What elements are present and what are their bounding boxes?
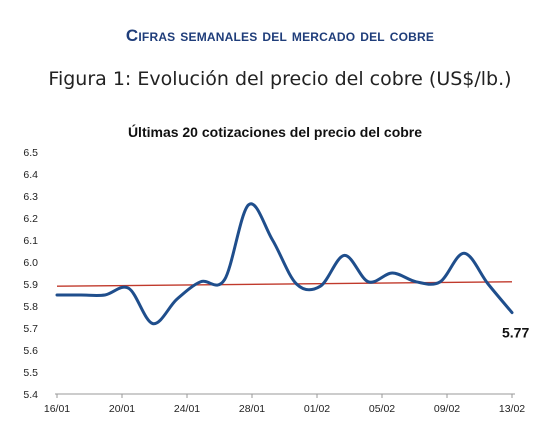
- x-tick-label: 05/02: [369, 403, 395, 415]
- trendline: [56, 281, 513, 287]
- y-tick-label: 6.5: [23, 147, 38, 159]
- price-series-line: [55, 202, 514, 326]
- y-tick-label: 6.4: [23, 169, 38, 181]
- x-tick-label: 01/02: [304, 403, 330, 415]
- y-tick-label: 5.7: [23, 323, 38, 335]
- figure-caption: Figura 1: Evolución del precio del cobre…: [48, 68, 512, 90]
- series-group: [55, 202, 514, 326]
- y-tick-label: 6.2: [23, 213, 38, 225]
- y-tick-label: 5.8: [23, 301, 38, 313]
- annotations: 5.77: [502, 325, 529, 341]
- chart-title: Últimas 20 cotizaciones del precio del c…: [128, 123, 422, 140]
- copper-price-chart: Últimas 20 cotizaciones del precio del c…: [23, 123, 529, 415]
- x-tick-label: 09/02: [434, 403, 460, 415]
- y-tick-label: 6.0: [23, 257, 38, 269]
- x-tick-label: 28/01: [239, 403, 265, 415]
- y-tick-label: 6.1: [23, 235, 38, 247]
- y-tick-label: 6.3: [23, 191, 38, 203]
- y-tick-label: 5.6: [23, 345, 38, 357]
- x-tick-label: 20/01: [109, 403, 135, 415]
- x-tick-label: 13/02: [499, 403, 525, 415]
- y-axis: 5.4 5.5 5.6 5.7 5.8 5.9 6.0 6.1 6.2 6.3 6.4 6.5: [23, 147, 38, 401]
- x-tick-label: 16/01: [44, 403, 70, 415]
- last-value-label: 5.77: [502, 325, 529, 341]
- x-tick-label: 24/01: [174, 403, 200, 415]
- y-tick-label: 5.5: [23, 367, 38, 379]
- x-axis: 16/01 20/01 24/01 28/01 01/02 05/02 09/02 13/02: [44, 394, 525, 415]
- document-heading: Cifras semanales del mercado del cobre: [125, 26, 435, 45]
- y-tick-label: 5.4: [23, 389, 38, 401]
- y-tick-label: 5.9: [23, 279, 38, 291]
